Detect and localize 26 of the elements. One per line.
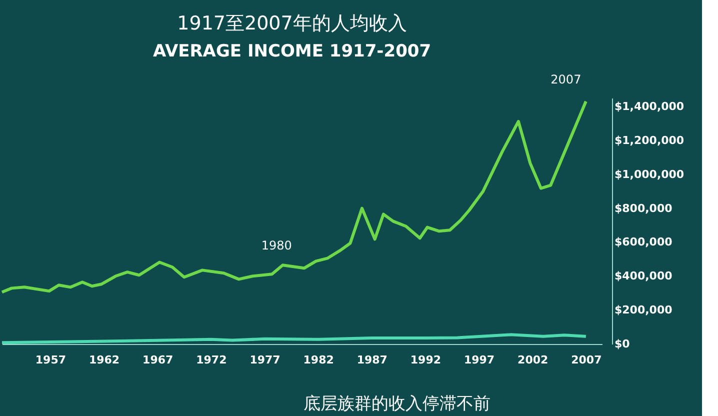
x-tick-label: 1987 <box>356 354 388 366</box>
text: 底层族群的收入停滞不前 <box>304 394 490 414</box>
x-tick-label: 1967 <box>142 354 174 366</box>
x-tick-label: 1962 <box>88 354 120 366</box>
chart-subtitle: AVERAGE INCOME 1917-2007 <box>152 41 432 62</box>
annotation: 1980 <box>261 238 292 253</box>
x-tick-label: 2002 <box>518 354 548 366</box>
line-series <box>0 333 588 344</box>
line-series <box>0 100 588 294</box>
x-tick-label: 1997 <box>464 354 495 366</box>
y-tick-label: $200,000 <box>614 304 673 317</box>
x-tick-label: 1992 <box>410 354 442 366</box>
y-tick-label: $1,000,000 <box>614 168 684 181</box>
y-tick-label: $800,000 <box>614 202 673 215</box>
y-tick-label: $400,000 <box>614 270 673 283</box>
x-tick-label: 1957 <box>35 354 66 366</box>
y-tick-label: $1,400,000 <box>614 100 684 113</box>
annotation: 2007 <box>550 72 582 86</box>
y-tick-label: $600,000 <box>614 236 673 249</box>
y-tick-label: $1,200,000 <box>614 134 684 147</box>
x-tick-label: 1972 <box>196 354 227 366</box>
x-tick-label: 1982 <box>303 354 334 366</box>
chart-title: 1917至2007年的人均收入 <box>177 12 407 34</box>
y-tick-label: $0 <box>614 338 630 350</box>
x-tick-label: 2007 <box>571 354 602 366</box>
x-tick-label: 1977 <box>250 354 280 366</box>
